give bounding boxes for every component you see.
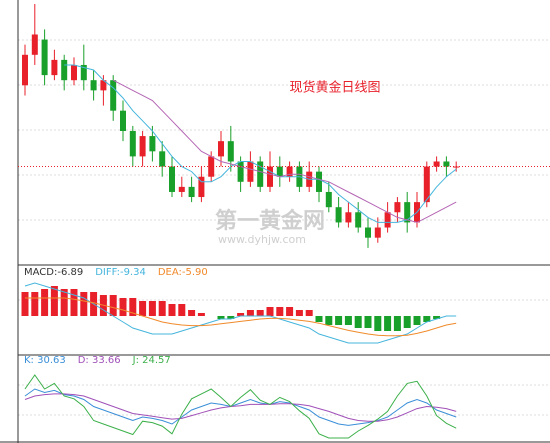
candle-body [404, 202, 411, 223]
indicator-label: J: 24.57 [132, 355, 171, 366]
series-line [24, 393, 457, 422]
candle-body [139, 136, 146, 157]
indicator-label: DIFF:-9.34 [95, 267, 146, 278]
macd-bar [286, 307, 294, 316]
macd-bar [305, 310, 313, 316]
macd-bar [70, 289, 78, 316]
candle-body [71, 64, 77, 81]
macd-bar [41, 289, 49, 316]
macd-bar [227, 316, 235, 319]
candle-body [218, 141, 224, 157]
macd-bar [295, 310, 303, 316]
candle-body [51, 59, 58, 76]
candle-body [423, 166, 430, 203]
candle-body [129, 131, 136, 157]
candle-body [110, 80, 117, 111]
macd-bar [178, 304, 186, 316]
candle-body [325, 191, 332, 208]
indicator-label: DEA:-5.90 [158, 267, 208, 278]
macd-bar [21, 292, 29, 316]
macd-bar [197, 313, 205, 316]
macd-bar [315, 316, 323, 322]
macd-bar [109, 295, 117, 316]
macd-bar [384, 316, 392, 331]
macd-bar [139, 301, 147, 316]
candle-body [208, 156, 215, 177]
candle-body [169, 166, 175, 192]
macd-bar [433, 316, 441, 319]
series-line [64, 64, 457, 223]
watermark: 第一黄金网 [215, 208, 325, 234]
macd-bar [276, 307, 284, 316]
candle-body [267, 166, 273, 187]
macd-bar [148, 301, 156, 316]
candle-body [61, 59, 68, 81]
macd-bar [119, 298, 127, 316]
macd-bar [266, 307, 274, 316]
candle-body [365, 227, 371, 238]
macd-bar [129, 298, 137, 316]
candle-body [159, 151, 166, 167]
candle-body [384, 212, 391, 228]
series-line [24, 282, 457, 344]
candle-body [316, 171, 322, 192]
macd-bar [237, 313, 245, 316]
macd-bar [158, 301, 166, 316]
macd-bar [364, 316, 372, 328]
macd-bar [188, 310, 196, 316]
watermark-url: www.dyhjw.com [218, 233, 306, 246]
candle-body [100, 80, 107, 91]
macd-bar [374, 316, 382, 331]
candle-body [41, 39, 48, 76]
candle-body [198, 176, 205, 198]
macd-bar [413, 316, 421, 325]
candle-body [247, 161, 254, 182]
candle-body [120, 110, 126, 131]
candle-body [433, 161, 440, 167]
candle-body [178, 186, 185, 192]
candle-body [276, 166, 283, 177]
candle-body [31, 34, 38, 55]
indicator-label: D: 33.66 [78, 355, 121, 366]
macd-bar [354, 316, 362, 328]
chart-title: 现货黄金日线图 [289, 80, 380, 96]
macd-bar [403, 316, 411, 328]
macd-bar [344, 316, 352, 325]
candle-body [355, 212, 362, 228]
candle-body [80, 64, 87, 81]
macd-bar [423, 316, 431, 322]
indicator-label: K: 30.63 [24, 355, 66, 366]
series-line [24, 374, 457, 439]
candle-body [22, 54, 28, 86]
macd-bar [246, 310, 254, 316]
candle-body [335, 207, 342, 223]
candle-body [227, 141, 234, 162]
candle-body [237, 161, 244, 182]
candle-body [286, 166, 293, 177]
candle-body [443, 161, 450, 167]
series-line [24, 388, 457, 426]
macd-bar [168, 304, 176, 316]
macd-bar [31, 292, 39, 316]
macd-bar [50, 286, 58, 316]
macd-bar [217, 316, 225, 319]
macd-bar [80, 292, 88, 316]
macd-bar [335, 316, 343, 325]
candle-body [345, 212, 352, 223]
macd-bar [325, 316, 333, 325]
candle-body [257, 161, 264, 187]
series-line [112, 79, 457, 223]
candle-body [394, 202, 401, 213]
candle-body [188, 186, 195, 198]
candle-body [149, 136, 156, 152]
candle-body [374, 227, 381, 238]
candle-body [90, 80, 97, 91]
macd-bar [393, 316, 401, 331]
macd-bar [60, 289, 68, 316]
indicator-label: MACD:-6.89 [24, 267, 83, 278]
macd-bar [256, 310, 264, 316]
series-line [25, 297, 457, 337]
